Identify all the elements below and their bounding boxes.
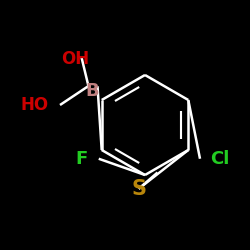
Text: HO: HO [20,96,49,114]
Text: S: S [131,179,146,199]
Text: F: F [75,150,88,168]
Text: Cl: Cl [210,150,230,168]
Text: B: B [86,82,99,100]
Text: OH: OH [61,50,89,68]
